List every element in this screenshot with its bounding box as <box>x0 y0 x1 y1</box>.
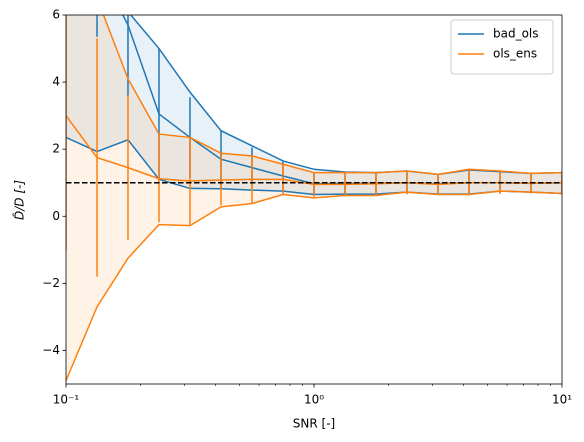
band-lower <box>66 190 562 381</box>
y-tick-label: 0 <box>52 209 60 223</box>
y-tick-label: −4 <box>42 343 60 357</box>
legend-label: bad_ols <box>493 27 539 41</box>
x-tick-label: 10¹ <box>552 393 572 407</box>
x-tick-label: 10⁰ <box>304 393 324 407</box>
plot-area <box>66 15 562 381</box>
y-tick-label: −2 <box>42 276 60 290</box>
y-axis-label: D̂/D [-] <box>12 180 26 220</box>
x-tick-label: 10⁻¹ <box>53 393 80 407</box>
y-tick-label: 6 <box>52 8 60 22</box>
legend-label: ols_ens <box>493 47 537 61</box>
y-tick-label: 2 <box>52 142 60 156</box>
x-axis-label: SNR [-] <box>293 417 335 431</box>
axes: −4 −2 0 2 4 6 10⁻¹ 10⁰ 10¹ bad_ols ols_ens <box>42 8 572 407</box>
y-tick-label: 4 <box>52 75 60 89</box>
